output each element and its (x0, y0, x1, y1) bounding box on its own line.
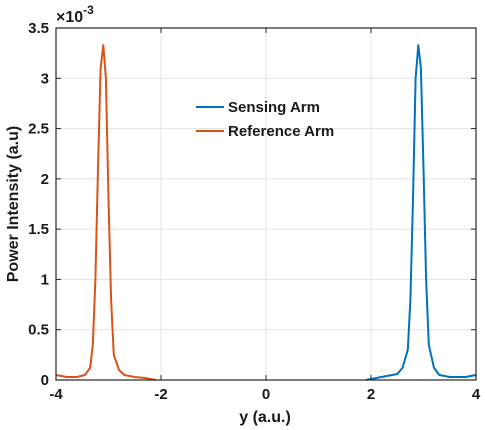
y-tick-label: 2.5 (28, 121, 49, 138)
x-axis: -4 -2 0 2 4 (49, 28, 481, 403)
x-tick-label: -4 (49, 386, 63, 403)
y-tick-label: 3.5 (28, 20, 49, 37)
y-tick-label: 0.5 (28, 322, 49, 339)
x-tick-label: 2 (367, 386, 375, 403)
legend: Sensing Arm Reference Arm (196, 99, 334, 140)
y-scale-multiplier: ×10-3 (56, 3, 94, 26)
y-tick-label: 3 (41, 70, 49, 87)
x-tick-label: 4 (472, 386, 481, 403)
y-axis-title: Power Intensity (a.u) (5, 126, 22, 282)
y-tick-label: 1.5 (28, 221, 49, 238)
y-scale-base: ×10 (56, 9, 83, 26)
y-axis: 0 0.5 1 1.5 2 2.5 3 3.5 (28, 20, 476, 389)
legend-label-sensing-arm: Sensing Arm (228, 99, 320, 116)
x-tick-label: 0 (262, 386, 270, 403)
y-tick-label: 0 (41, 372, 49, 389)
x-axis-title: y (a.u.) (239, 409, 291, 426)
series-group (55, 44, 477, 381)
legend-label-reference-arm: Reference Arm (228, 123, 334, 140)
y-tick-label: 2 (41, 171, 49, 188)
y-scale-exponent: -3 (83, 3, 94, 17)
series-line-reference-arm (55, 44, 156, 381)
y-tick-label: 1 (41, 271, 49, 288)
x-tick-label: -2 (154, 386, 167, 403)
series-line-sensing-arm (365, 44, 477, 381)
